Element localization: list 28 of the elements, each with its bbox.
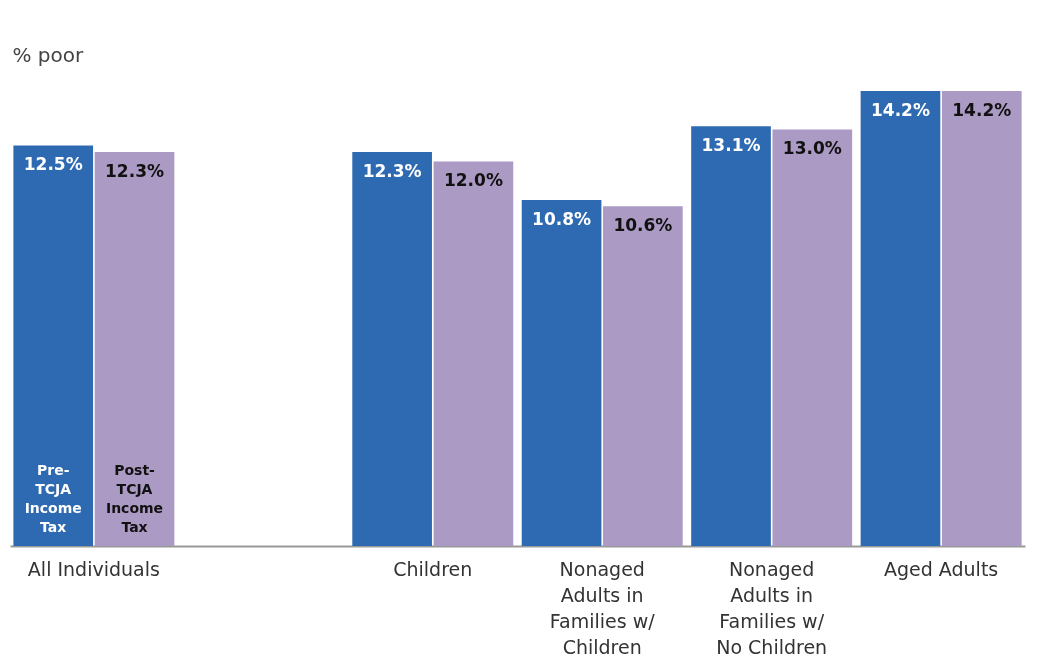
data-label: 14.2% — [952, 100, 1012, 120]
bar — [941, 91, 1022, 546]
x-tick-label: Aged Adults — [884, 557, 999, 580]
data-label: 10.8% — [532, 208, 592, 229]
bar — [352, 151, 432, 546]
data-label: 13.0% — [782, 138, 842, 159]
data-label: 12.0% — [443, 170, 503, 191]
bar — [691, 126, 771, 546]
bar — [603, 206, 683, 546]
series-label: Pre-TCJA Income Tax — [24, 462, 82, 535]
bar — [13, 145, 94, 546]
bar — [860, 91, 941, 546]
bar — [433, 161, 514, 546]
y-axis-title: % poor — [12, 42, 85, 67]
bar — [94, 151, 175, 546]
x-tick-label: Nonaged Adults in Families w/ Children — [549, 557, 656, 658]
data-label: 10.6% — [613, 215, 673, 236]
bar — [772, 129, 853, 546]
x-tick-label: Children — [393, 557, 473, 580]
x-tick-label: All Individuals — [27, 557, 160, 580]
data-label: 12.5% — [23, 154, 83, 175]
data-label: 14.2% — [870, 100, 930, 120]
x-tick-label: Nonaged Adults in Families w/ No Children — [716, 557, 828, 658]
data-label: 12.3% — [362, 160, 422, 181]
bar — [521, 199, 602, 546]
series-label: Post-TCJA Income Tax — [105, 462, 164, 535]
data-label: 12.3% — [105, 160, 165, 181]
data-label: 13.1% — [701, 135, 761, 156]
